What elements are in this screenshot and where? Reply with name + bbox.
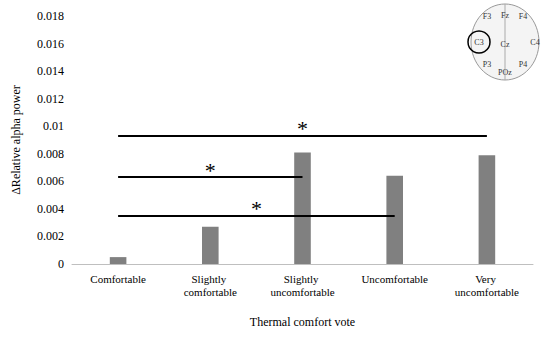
svg-text:0.012: 0.012 xyxy=(37,92,64,106)
svg-text:C3: C3 xyxy=(474,38,483,47)
svg-text:0.006: 0.006 xyxy=(37,174,64,188)
svg-text:comfortable: comfortable xyxy=(184,286,237,298)
svg-text:Slightly: Slightly xyxy=(284,273,322,285)
svg-text:Slightly: Slightly xyxy=(192,273,230,285)
svg-text:Very: Very xyxy=(475,273,499,285)
svg-text:F3: F3 xyxy=(483,12,491,21)
svg-text:Uncomfortable: Uncomfortable xyxy=(361,273,428,285)
svg-text:uncomfortable: uncomfortable xyxy=(270,286,334,298)
svg-text:0.014: 0.014 xyxy=(37,64,64,78)
svg-text:uncomfortable: uncomfortable xyxy=(455,286,519,298)
svg-text:0.004: 0.004 xyxy=(37,202,64,216)
svg-text:P3: P3 xyxy=(483,60,491,69)
svg-text:0.018: 0.018 xyxy=(37,9,64,23)
svg-text:ΔRelative alpha power: ΔRelative alpha power xyxy=(9,85,23,195)
svg-text:POz: POz xyxy=(498,68,512,77)
svg-text:Comfortable: Comfortable xyxy=(90,273,146,285)
svg-text:F4: F4 xyxy=(519,12,527,21)
svg-text:0.01: 0.01 xyxy=(43,119,64,133)
svg-text:0.008: 0.008 xyxy=(37,147,64,161)
svg-text:0.002: 0.002 xyxy=(37,229,64,243)
svg-text:*: * xyxy=(297,116,308,141)
svg-text:*: * xyxy=(205,158,216,183)
svg-text:Fz: Fz xyxy=(501,11,509,20)
svg-text:*: * xyxy=(251,196,262,221)
svg-text:Thermal comfort vote: Thermal comfort vote xyxy=(250,315,355,329)
svg-text:C4: C4 xyxy=(530,38,539,47)
svg-text:Cz: Cz xyxy=(501,40,510,49)
svg-text:0: 0 xyxy=(58,257,64,271)
svg-text:0.016: 0.016 xyxy=(37,37,64,51)
svg-text:P4: P4 xyxy=(519,60,527,69)
